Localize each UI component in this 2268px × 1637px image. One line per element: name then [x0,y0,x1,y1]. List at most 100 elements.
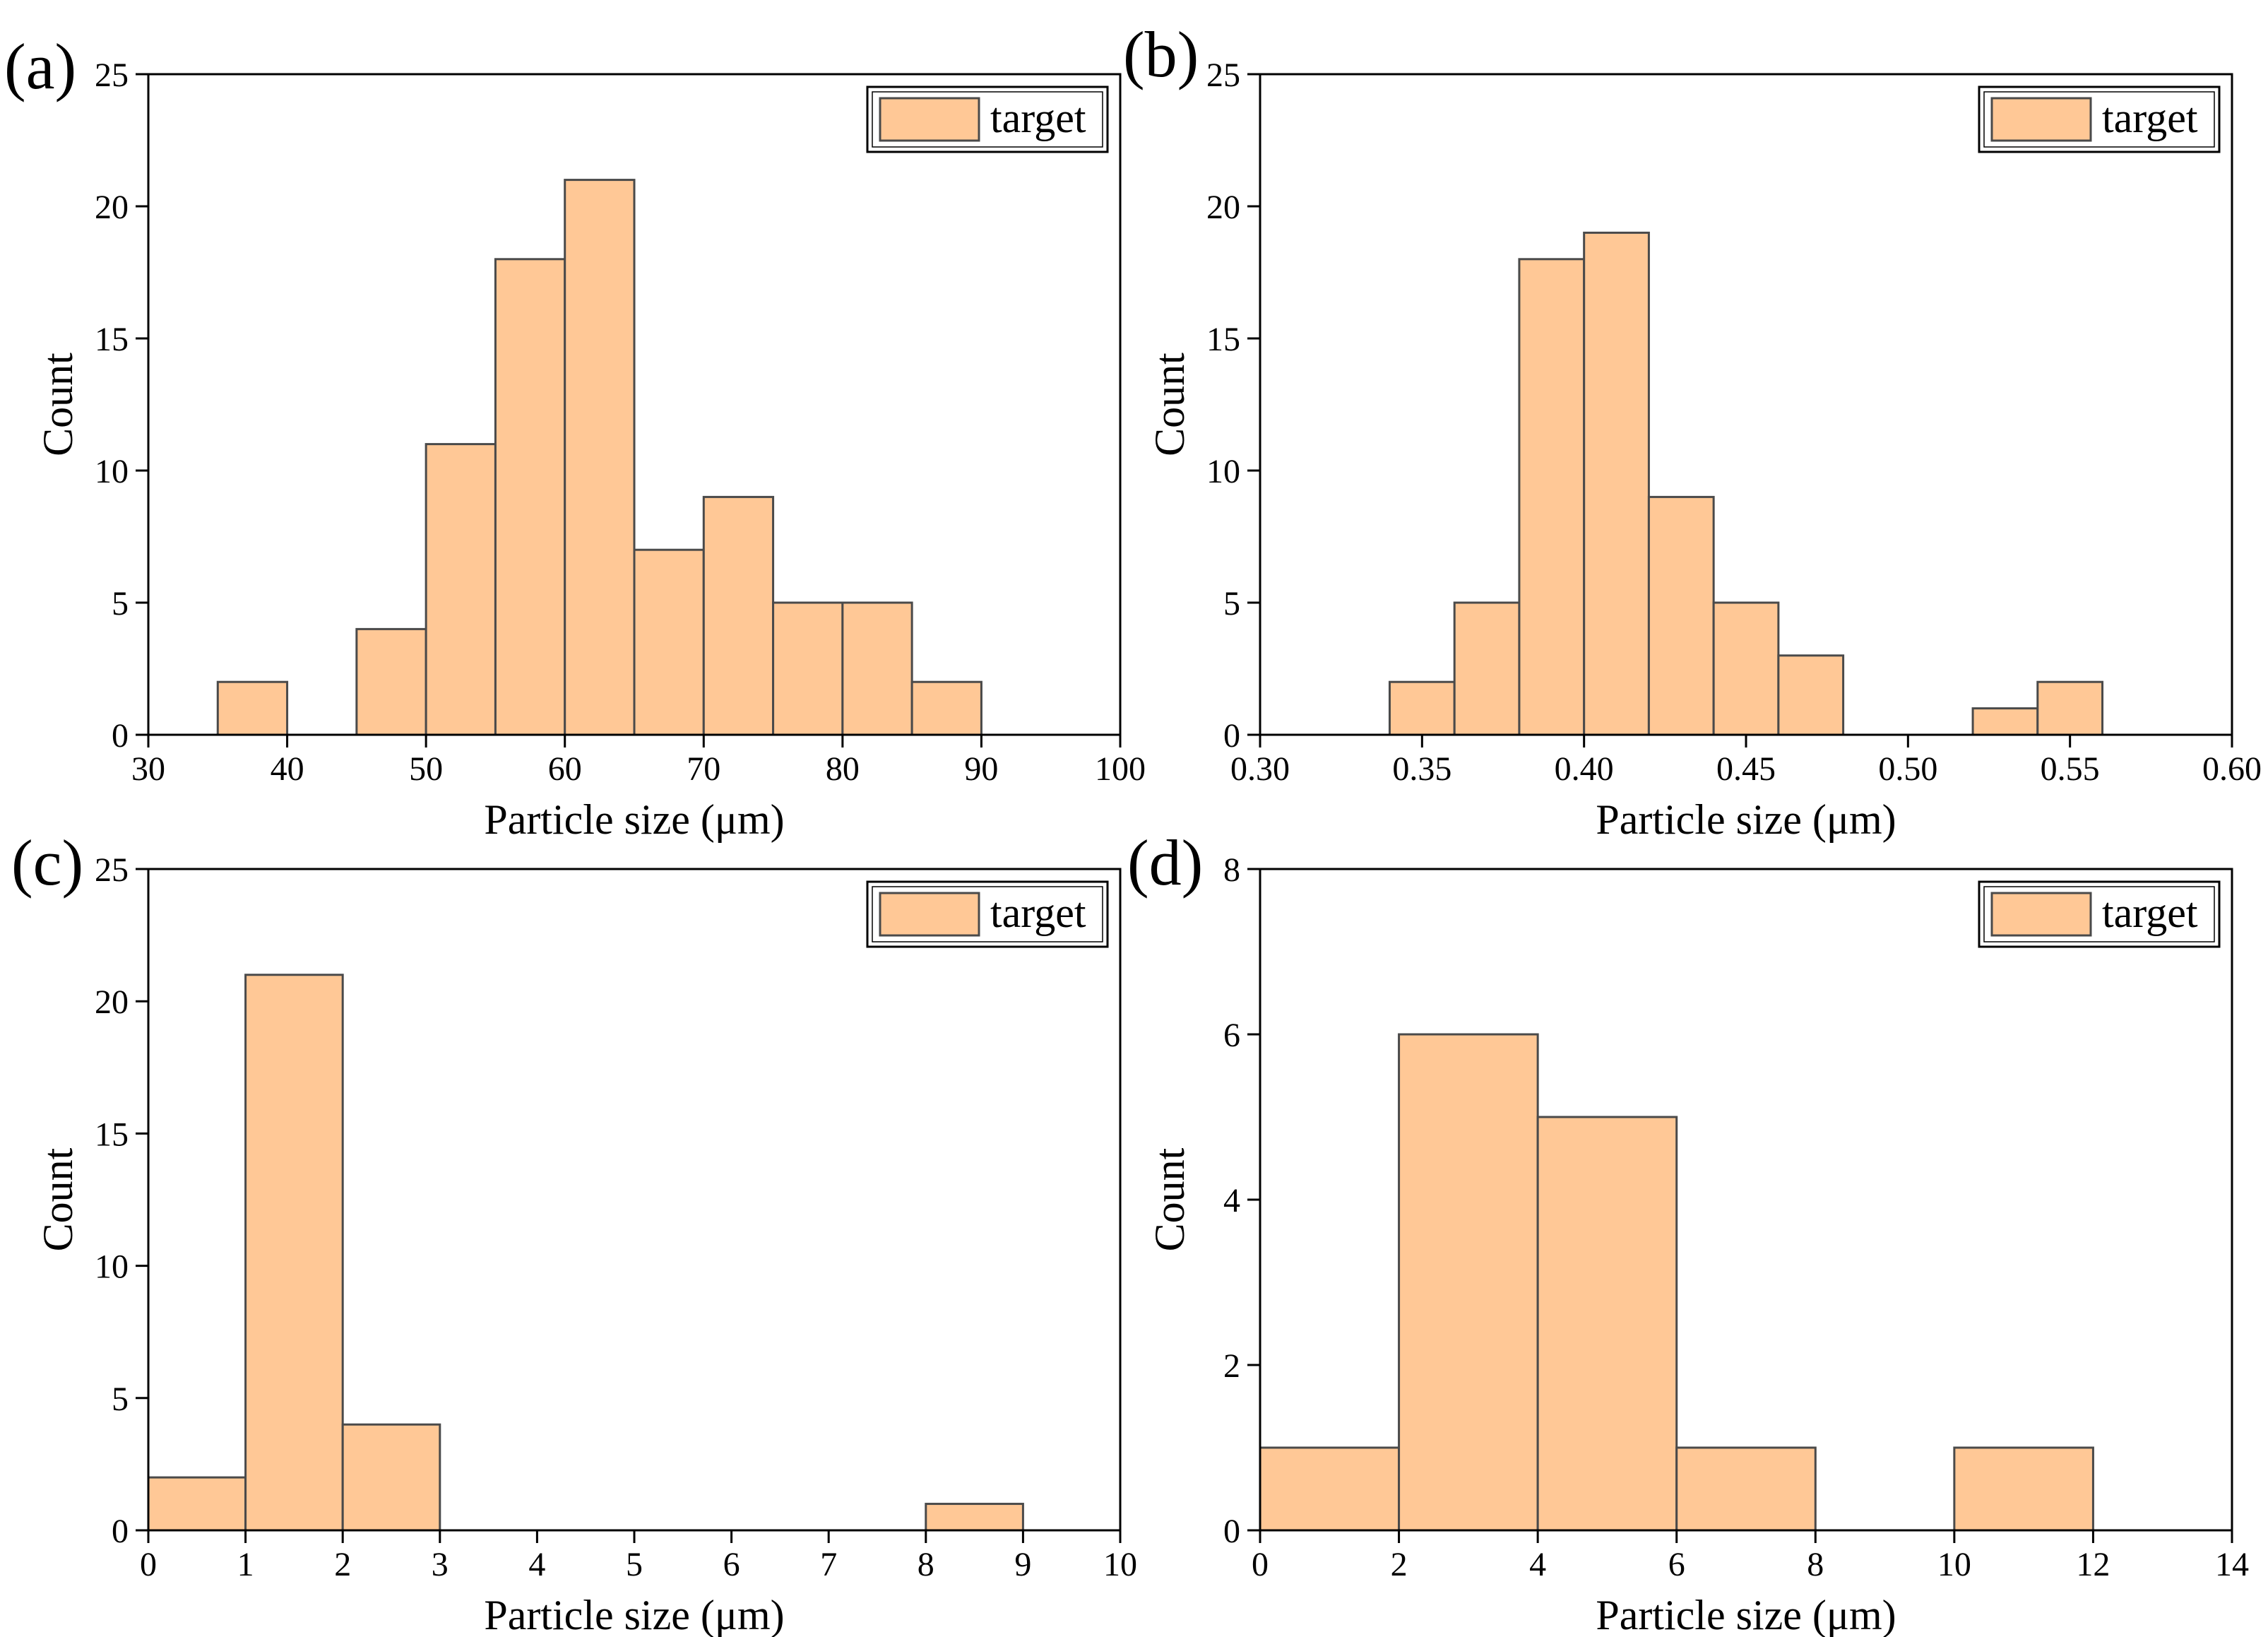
legend-inner-border [1983,91,2215,148]
x-tick-label: 30 [131,750,165,788]
x-tick-label: 6 [1668,1546,1685,1583]
y-tick-label: 10 [1206,453,1240,490]
panel-label: (d) [1127,827,1203,899]
x-tick-label: 1 [237,1546,254,1583]
legend-inner-border [1983,886,2215,942]
x-tick-label: 0.40 [1555,750,1614,788]
y-axis-label: Count [1146,1147,1193,1251]
histogram-bar [341,1423,441,1532]
plot-frame [147,73,1122,736]
y-tick-label: 5 [112,585,129,622]
y-tick-label: 15 [95,321,129,358]
histogram-bar [1259,1446,1401,1532]
histogram-bar [925,1503,1024,1532]
histogram-bar [1453,601,1521,736]
x-tick-label: 90 [964,750,998,788]
panel-b: 0.30 0.35 0.40 0.45 0.50 0.55 0.60 0 5 10 15 20 25 Pa… [1123,18,2262,843]
x-tick-label: 0.35 [1392,750,1451,788]
x-tick-label: 2 [1391,1546,1408,1583]
y-tick-label: 20 [1206,189,1240,226]
x-tick-label: 0 [1252,1546,1269,1583]
histogram-bar [910,680,982,736]
x-tick-label: 0.50 [1878,750,1937,788]
y-axis-label: Count [1146,353,1193,456]
legend: target [1978,880,2221,948]
histogram-bar [147,1476,247,1532]
legend: target [866,880,1109,948]
x-tick-label: 14 [2215,1546,2249,1583]
x-axis-label: Particle size (μm) [1596,1592,1896,1637]
x-tick-label: 8 [918,1546,934,1583]
histogram-bar [1536,1116,1678,1532]
y-axis-label: Count [35,1147,81,1251]
x-tick-label: 0.55 [2041,750,2100,788]
legend-label: target [990,95,1086,141]
x-tick-label: 10 [1937,1546,1971,1583]
x-tick-label: 6 [723,1546,740,1583]
histogram-bar [702,495,775,736]
legend-swatch [879,892,980,937]
histogram-bar [216,680,289,736]
x-axis-label: Particle size (μm) [484,1592,784,1637]
x-tick-label: 7 [820,1546,837,1583]
y-tick-label: 0 [1223,717,1240,755]
histogram-bar [772,601,844,736]
y-tick-label: 10 [95,453,129,490]
histogram-bar [1712,601,1780,736]
histogram-bar [494,258,566,736]
histogram-bar [244,974,344,1532]
histogram-bar [1518,258,1586,736]
y-tick-label: 0 [1223,1513,1240,1550]
panel-d: 0 2 4 6 8 10 12 14 0 2 4 6 8 Particle size (μm) Count t… [1127,827,2249,1637]
histogram-bar [355,627,427,736]
histogram-bar [564,179,636,736]
x-tick-label: 0.30 [1230,750,1290,788]
legend-swatch [1990,892,2092,937]
y-tick-label: 25 [95,851,129,889]
y-tick-label: 2 [1223,1347,1240,1385]
panel-a: 30 40 50 60 70 80 90 100 0 5 10 15 20 25 Particle size… [4,30,1146,843]
y-tick-label: 10 [95,1248,129,1286]
x-axis-label: Particle size (μm) [1596,796,1896,843]
y-tick-label: 20 [95,983,129,1021]
y-tick-label: 25 [95,57,129,94]
panel-c: 0 1 2 3 4 5 6 7 8 9 10 0 5 10 15 20 25 Particle size (μm)… [11,827,1137,1637]
histogram-bar [1647,495,1715,736]
x-tick-label: 0 [140,1546,157,1583]
x-axis-label: Particle size (μm) [484,796,784,843]
histogram-bar [841,601,913,736]
histogram-bar [1388,680,1456,736]
legend-swatch [879,97,980,142]
legend: target [866,85,1109,153]
legend-label: target [2102,890,2198,936]
y-tick-label: 25 [1206,57,1240,94]
x-tick-label: 80 [826,750,860,788]
legend-inner-border [872,91,1103,148]
histogram-bar [1777,654,1845,736]
x-tick-label: 10 [1103,1546,1137,1583]
panel-label: (a) [4,30,76,102]
x-tick-label: 50 [409,750,443,788]
histogram-bar [1398,1033,1539,1532]
y-tick-label: 15 [95,1116,129,1153]
y-tick-label: 5 [1223,585,1240,622]
legend-label: target [990,890,1086,936]
x-tick-label: 4 [1529,1546,1546,1583]
y-tick-label: 0 [112,1513,129,1550]
x-tick-label: 9 [1014,1546,1031,1583]
legend: target [1978,85,2221,153]
y-tick-label: 5 [112,1381,129,1418]
y-tick-label: 20 [95,189,129,226]
y-tick-label: 15 [1206,321,1240,358]
x-tick-label: 40 [271,750,304,788]
y-axis-label: Count [35,353,81,456]
x-tick-label: 12 [2076,1546,2110,1583]
y-tick-label: 8 [1223,851,1240,889]
x-tick-label: 3 [432,1546,449,1583]
histogram-bar [1675,1446,1817,1532]
x-tick-label: 0.45 [1716,750,1776,788]
histogram-bar [1971,707,2039,736]
histogram-bar [2036,680,2104,736]
y-tick-label: 6 [1223,1017,1240,1054]
